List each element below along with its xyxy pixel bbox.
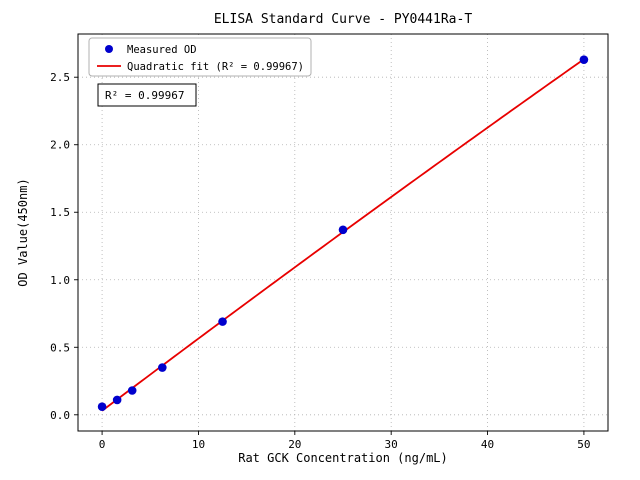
- x-tick-label: 20: [288, 438, 301, 451]
- x-tick-label: 40: [481, 438, 494, 451]
- legend-box: [88, 37, 312, 77]
- y-axis: 0.0 0.5 1.0 1.5 2.0 2.5: [50, 71, 78, 422]
- chart-title: ELISA Standard Curve - PY0441Ra-T: [214, 12, 472, 27]
- x-axis-label: Rat GCK Concentration (ng/mL): [238, 451, 448, 465]
- x-axis: 0 10 20 30 40 50: [99, 431, 591, 451]
- data-point: [218, 317, 227, 326]
- y-tick-label: 2.0: [50, 139, 70, 152]
- y-tick-label: 1.5: [50, 206, 70, 219]
- measured-points: [97, 55, 589, 411]
- x-tick-label: 30: [385, 438, 398, 451]
- data-point: [127, 386, 137, 395]
- data-point: [158, 363, 167, 372]
- x-tick-label: 10: [192, 438, 205, 451]
- legend-marker-dot: [105, 45, 113, 53]
- data-point: [579, 55, 589, 64]
- r-squared-annotation: R² = 0.99967: [97, 83, 197, 107]
- annotation-text: R² = 0.99967: [105, 89, 184, 102]
- data-point: [97, 402, 107, 411]
- grid-lines: [78, 34, 608, 431]
- legend: Measured OD Quadratic fit (R² = 0.99967): [88, 37, 312, 77]
- y-tick-label: 2.5: [50, 71, 70, 84]
- y-tick-label: 0.0: [50, 409, 70, 422]
- x-tick-label: 0: [99, 438, 106, 451]
- legend-label-quadratic-fit: Quadratic fit (R² = 0.99967): [127, 61, 304, 73]
- annotation-box: [97, 83, 197, 107]
- plot-frame: [77, 33, 609, 432]
- y-tick-label: 1.0: [50, 274, 70, 287]
- y-axis-label: OD Value(450nm): [16, 178, 30, 286]
- x-tick-label: 50: [577, 438, 590, 451]
- data-point: [338, 225, 348, 235]
- y-tick-label: 0.5: [50, 341, 70, 354]
- legend-label-measured-od: Measured OD: [127, 44, 197, 56]
- data-point: [112, 395, 122, 405]
